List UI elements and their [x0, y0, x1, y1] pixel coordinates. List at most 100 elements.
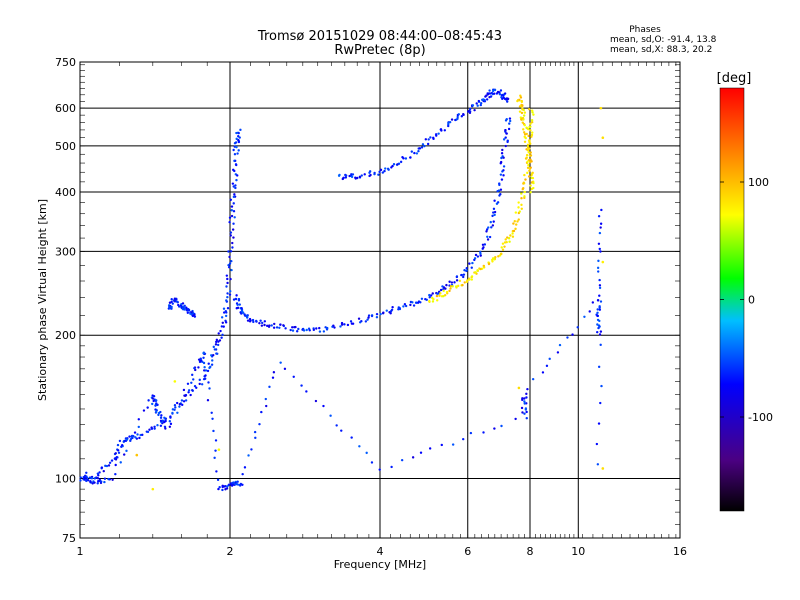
data-point: [413, 151, 416, 155]
colorbar-label: [deg]: [717, 71, 752, 86]
data-point: [445, 290, 449, 294]
data-point: [258, 321, 261, 325]
data-point: [508, 117, 512, 120]
data-point: [358, 175, 362, 179]
data-point: [462, 275, 465, 279]
data-point: [235, 131, 238, 135]
data-point: [455, 279, 459, 282]
data-point: [206, 369, 210, 373]
data-point: [197, 366, 200, 369]
data-point: [416, 301, 420, 305]
data-point: [487, 262, 491, 266]
data-point: [520, 203, 523, 207]
data-point: [202, 356, 205, 359]
y-tick-label: 400: [55, 186, 76, 199]
data-point: [517, 386, 521, 390]
data-point: [214, 439, 218, 442]
data-point: [491, 89, 495, 93]
data-point: [221, 485, 224, 489]
data-point: [461, 283, 464, 287]
data-point: [598, 231, 602, 235]
data-point: [103, 477, 107, 480]
data-point: [526, 143, 530, 147]
colorbar-tick-label: -100: [748, 411, 773, 424]
data-point: [344, 174, 348, 177]
data-point: [426, 142, 430, 146]
data-point: [491, 214, 494, 218]
data-point: [215, 338, 219, 342]
data-point: [485, 98, 489, 101]
data-point: [214, 348, 218, 351]
data-point: [506, 100, 509, 103]
data-point: [278, 326, 281, 329]
data-point: [153, 427, 156, 430]
data-point: [228, 220, 231, 224]
data-point: [182, 388, 186, 392]
data-point: [469, 431, 473, 435]
data-point: [528, 141, 531, 144]
data-point: [254, 436, 257, 440]
data-point: [520, 111, 524, 115]
data-point: [322, 404, 325, 408]
stats-line-x: mean, sd,X: 88.3, 20.2: [610, 45, 712, 55]
data-point: [491, 224, 495, 227]
data-point: [501, 242, 505, 245]
x-tick-label: 1: [77, 545, 84, 558]
data-point: [529, 129, 532, 132]
data-point: [137, 418, 140, 421]
data-point: [170, 305, 173, 309]
data-point: [235, 145, 238, 149]
data-point: [485, 230, 488, 233]
data-point: [489, 95, 493, 98]
data-point: [289, 328, 292, 332]
data-point: [504, 128, 507, 132]
data-point: [312, 328, 316, 332]
data-point: [445, 283, 448, 287]
data-point: [448, 280, 451, 283]
data-point: [526, 171, 529, 175]
data-point: [224, 314, 228, 318]
data-point: [116, 449, 120, 452]
data-point: [466, 279, 469, 282]
data-point: [192, 311, 195, 315]
data-point: [486, 238, 490, 241]
data-point: [308, 329, 311, 332]
data-point: [417, 149, 420, 153]
data-point: [118, 439, 122, 443]
data-point: [520, 118, 523, 121]
data-point: [399, 160, 403, 164]
data-point: [482, 98, 485, 101]
data-point: [500, 424, 503, 428]
data-point: [176, 300, 179, 304]
data-point: [381, 171, 385, 174]
data-point: [339, 325, 342, 328]
data-point: [110, 459, 114, 462]
grid-lines: [80, 62, 680, 538]
data-point: [170, 300, 173, 304]
data-point: [525, 410, 528, 414]
data-point: [599, 106, 603, 110]
data-point: [116, 456, 119, 459]
data-point: [566, 336, 569, 339]
data-point: [596, 299, 600, 302]
data-point: [151, 397, 154, 400]
data-point: [496, 190, 499, 193]
data-point: [598, 247, 601, 251]
stats-heading: Phases: [629, 25, 661, 35]
data-point: [236, 174, 239, 177]
data-point: [291, 326, 294, 329]
data-point: [486, 93, 490, 96]
data-point: [501, 170, 504, 173]
data-point: [202, 352, 205, 355]
data-point: [390, 465, 393, 469]
data-point: [98, 471, 101, 474]
data-point: [381, 312, 385, 315]
data-point: [255, 319, 258, 323]
data-point: [213, 456, 216, 460]
data-point: [520, 100, 524, 104]
data-point: [450, 118, 454, 121]
data-point: [451, 443, 455, 446]
data-point: [514, 211, 518, 214]
data-point: [411, 456, 415, 459]
data-point: [368, 170, 372, 173]
